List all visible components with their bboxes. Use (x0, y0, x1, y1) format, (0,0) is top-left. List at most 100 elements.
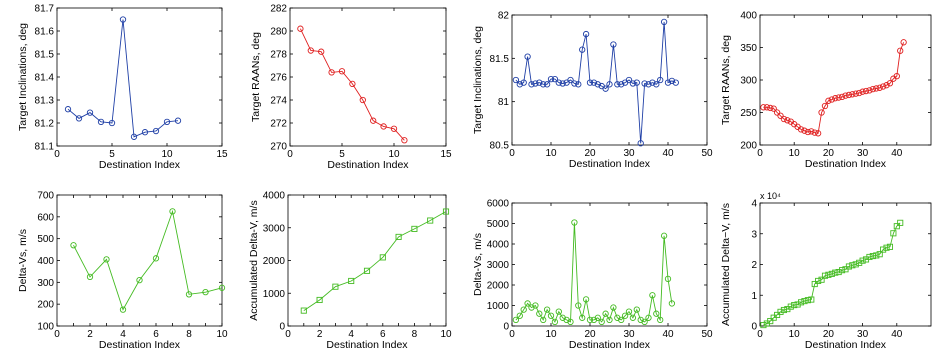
y-tick-label: 400 (740, 11, 757, 22)
y-tick-label: 4 (751, 199, 757, 210)
data-point (119, 16, 127, 23)
data-point (657, 316, 664, 323)
data-point (886, 243, 894, 250)
y-tick-label: 1000 (487, 301, 510, 312)
data-point (890, 230, 897, 237)
data-point (594, 81, 601, 88)
y-tick-label: 200 (37, 300, 54, 311)
x-tick-label: 20 (823, 148, 835, 159)
x-tick-label: 30 (623, 329, 635, 340)
data-point (163, 118, 171, 126)
data-point (97, 118, 105, 126)
x-tick-label: 5 (109, 149, 115, 160)
x-tick-label: 0 (509, 329, 515, 340)
data-point (633, 79, 640, 86)
data-point (108, 119, 116, 127)
data-point (866, 253, 873, 261)
data-point (873, 252, 880, 259)
y-tick-label: 270 (270, 142, 287, 153)
data-point (629, 80, 637, 87)
x-axis-label: Destination Index (805, 158, 887, 170)
data-point (852, 261, 859, 268)
data-point (411, 225, 418, 232)
y-tick-label: 0 (279, 322, 285, 333)
data-point (359, 96, 366, 104)
y-tick-label: 276 (270, 73, 287, 84)
data-point (664, 275, 672, 282)
data-point (551, 75, 559, 83)
data-point (818, 109, 825, 116)
data-point (555, 308, 562, 315)
series-line (67, 19, 179, 138)
data-point (645, 314, 652, 321)
data-point (797, 299, 805, 306)
axes-box (511, 202, 708, 327)
data-point (575, 302, 582, 309)
subplot-5: 0 2 4 6 8 10 100 200 300 400 500 600 700 Destination … (17, 191, 228, 352)
data-point (543, 81, 551, 88)
x-tick-label: 0 (54, 149, 60, 160)
data-point (524, 53, 531, 60)
x-tick-label: 8 (186, 329, 192, 340)
data-point (363, 267, 371, 274)
data-point (370, 117, 377, 124)
y-tick-label: 250 (740, 108, 757, 119)
data-point (202, 289, 209, 296)
data-point (547, 75, 555, 83)
data-point (86, 109, 94, 116)
subplot-4: 0 10 20 30 40 200 250 300 350 400 Destination Inde… (720, 11, 932, 170)
data-point (579, 314, 586, 321)
data-point (879, 83, 887, 90)
axes-box (511, 14, 708, 146)
data-point (610, 41, 617, 48)
y-tick-label: 1000 (263, 289, 286, 300)
data-point (379, 254, 386, 261)
data-point (185, 291, 193, 298)
y-tick-label: 0 (751, 322, 757, 333)
data-point (512, 76, 520, 84)
data-point (590, 79, 598, 86)
x-tick-label: 50 (701, 148, 713, 159)
data-point (86, 273, 94, 281)
data-point (300, 307, 307, 314)
y-tick-label: 278 (270, 50, 287, 61)
x-axis-label: Destination Index (805, 339, 887, 351)
data-point (540, 81, 547, 88)
y-tick-label: 600 (37, 212, 54, 223)
series-line (515, 222, 673, 323)
y-tick-label: 80.5 (490, 141, 510, 152)
x-tick-label: 20 (584, 329, 596, 340)
y-tick-label: 2000 (263, 256, 286, 267)
data-point (893, 72, 900, 80)
data-point (606, 316, 613, 323)
x-tick-label: 0 (509, 148, 515, 159)
y-tick-label: 81.7 (35, 4, 55, 15)
y-tick-label: 200 (740, 141, 757, 152)
y-tick-label: 280 (270, 27, 287, 38)
x-tick-label: 10 (440, 329, 452, 340)
y-tick-label: 3000 (263, 223, 286, 234)
data-point (835, 268, 842, 276)
y-tick-label: 4000 (487, 240, 510, 251)
y-tick-label: 81.5 (490, 54, 510, 65)
x-tick-label: 8 (412, 329, 418, 340)
data-point (645, 81, 652, 88)
data-point (760, 104, 767, 111)
y-tick-label: 100 (37, 322, 54, 333)
x-tick-label: 50 (701, 329, 713, 340)
data-point (380, 123, 387, 130)
data-point (664, 79, 672, 86)
data-point (838, 93, 846, 101)
data-point (586, 316, 594, 323)
subplot-1: 0 5 10 15 81.1 81.2 81.3 81.4 81.5 81.6 81.7 Destin… (17, 4, 228, 172)
data-point (767, 104, 774, 112)
data-point (633, 306, 640, 313)
data-point (64, 106, 72, 113)
y-tick-label: 81.3 (35, 96, 55, 107)
data-point (897, 219, 904, 226)
x-tick-label: 6 (153, 329, 159, 340)
data-point (516, 81, 523, 88)
data-point (625, 76, 633, 84)
data-point (551, 318, 559, 326)
